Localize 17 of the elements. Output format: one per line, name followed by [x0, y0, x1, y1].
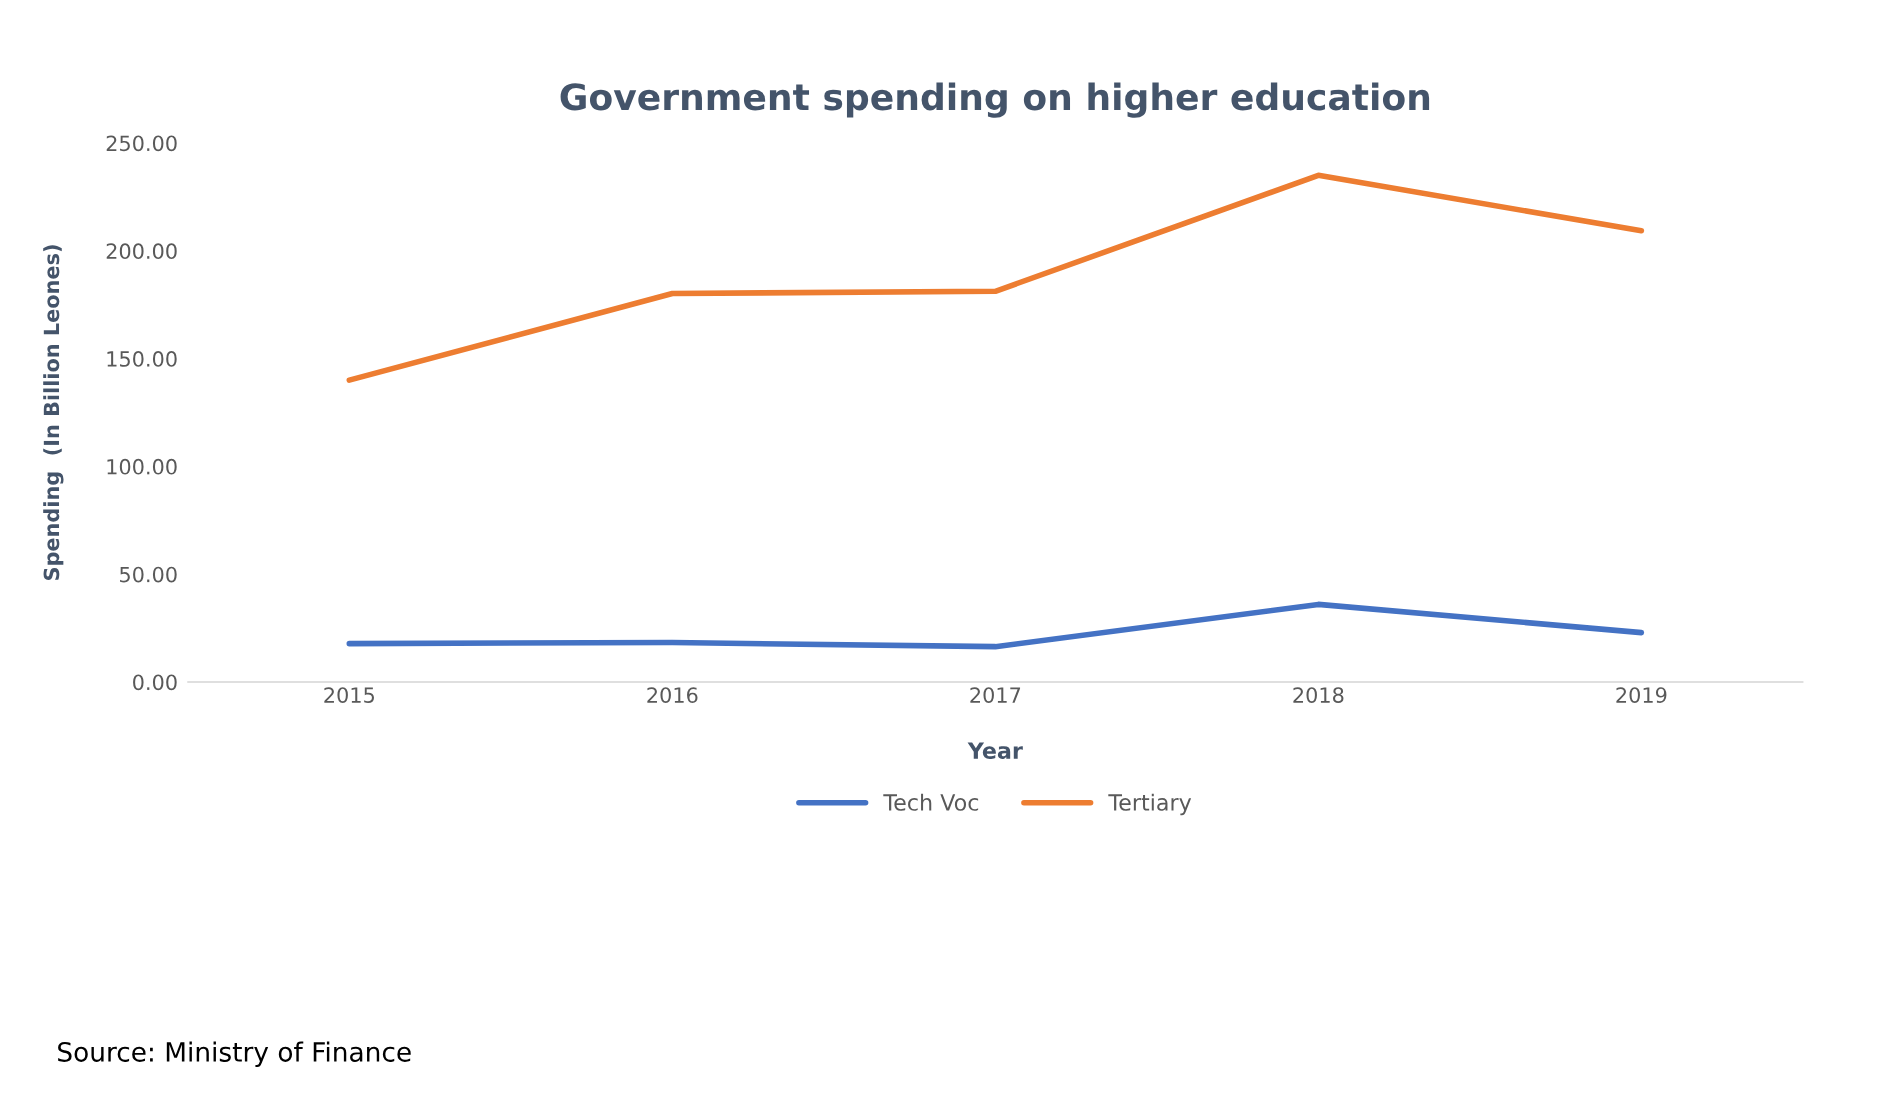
y-tick-label: 200.00: [106, 243, 177, 260]
y-axis-title: Spending (In Billion Leones): [43, 245, 64, 580]
chart-title: Government spending on higher education: [560, 82, 1430, 118]
legend-label: Tertiary: [1108, 793, 1192, 816]
x-tick-label: 2017: [970, 687, 1021, 703]
x-axis-title: Year: [967, 742, 1023, 759]
y-tick-label: 0.00: [133, 674, 177, 691]
source-note: Source: Ministry of Finance: [58, 1041, 411, 1067]
x-tick-label: 2018: [1293, 687, 1344, 703]
legend-label: Tech Voc: [883, 793, 979, 811]
y-tick-label: 100.00: [107, 458, 177, 475]
y-tick-label: 150.00: [107, 351, 177, 367]
y-tick-label: 50.00: [120, 566, 177, 583]
x-tick-label: 2015: [324, 687, 374, 703]
x-tick-label: 2016: [647, 687, 698, 703]
x-tick-label: 2019: [1616, 687, 1667, 703]
y-tick-label: 250.00: [106, 135, 177, 152]
